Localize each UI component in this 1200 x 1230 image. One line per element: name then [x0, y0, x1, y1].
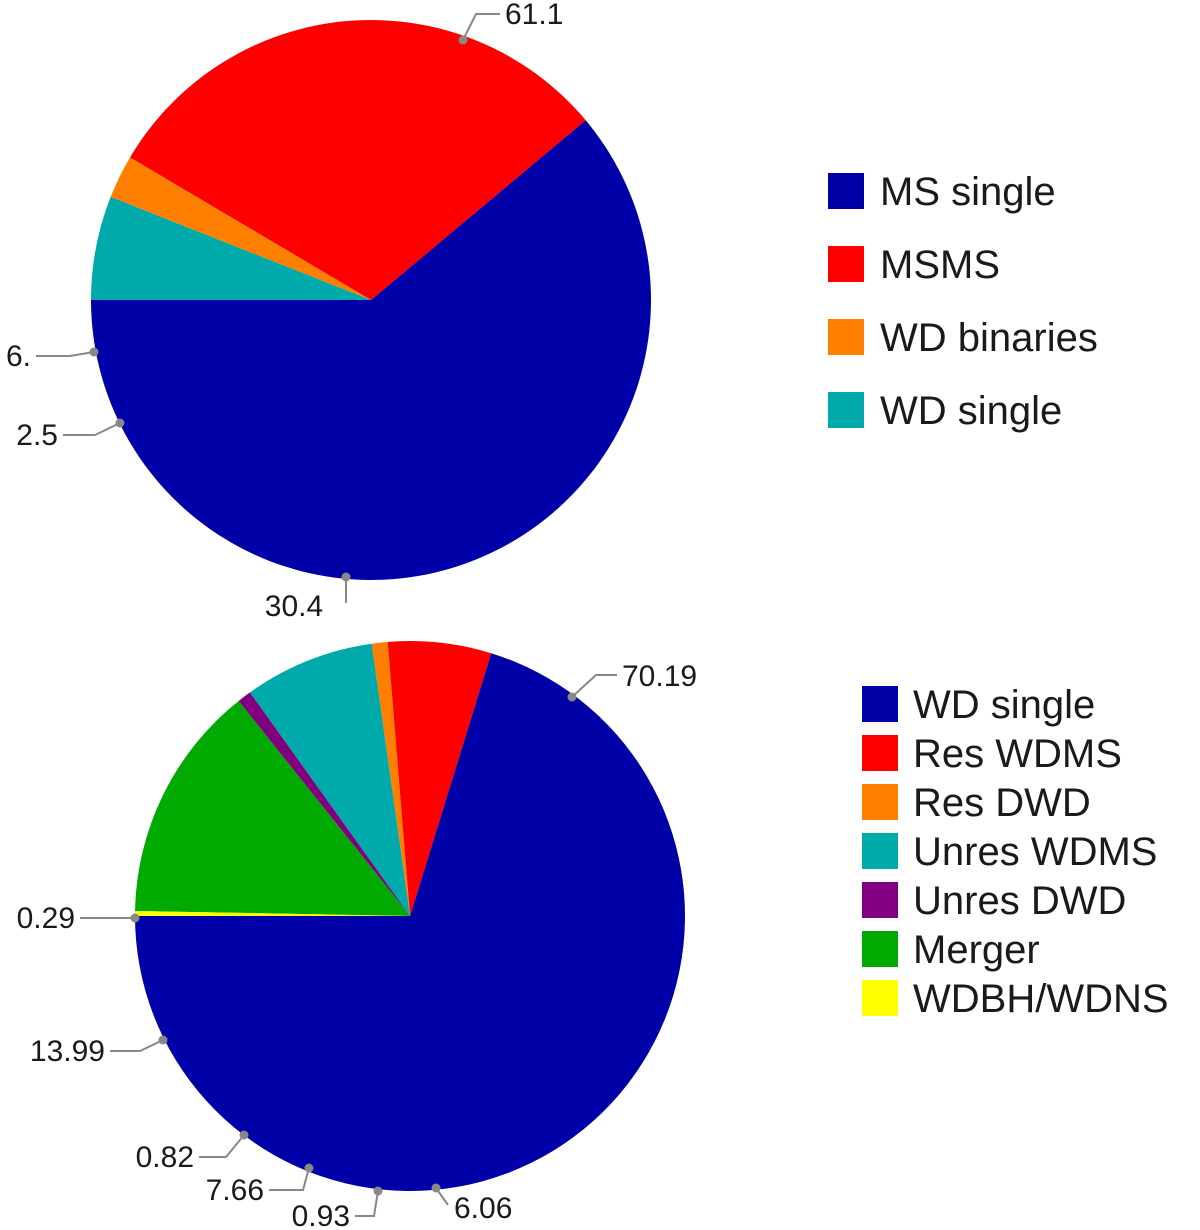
value-label-res-dwd: 0.93 [292, 1186, 383, 1230]
value-label-text: 70.19 [622, 660, 697, 693]
leader-dot [431, 1183, 441, 1193]
legend-label: MS single [880, 170, 1056, 214]
leader-line [462, 13, 500, 41]
pie-slice-res-dwd [371, 641, 410, 916]
legend-swatch [862, 833, 898, 869]
value-label-text: 0.29 [17, 902, 75, 935]
leader-dot [115, 418, 125, 428]
leader-dot [373, 1186, 383, 1196]
leader-line [63, 422, 121, 436]
value-label-text: 6. [6, 340, 31, 373]
legend-item-wd-single: WD single [828, 389, 1062, 433]
leader-dot [130, 913, 140, 923]
pie-slice-wd-binaries [110, 157, 371, 300]
leader-dot [158, 1035, 168, 1045]
legend-swatch [862, 931, 898, 967]
value-label-wd-binaries: 2.5 [16, 418, 125, 452]
leader-dot [458, 35, 468, 45]
legend-label: WD binaries [880, 316, 1098, 360]
legend-swatch [862, 686, 898, 722]
legend-label: Unres WDMS [913, 830, 1157, 874]
leader-line [355, 1190, 379, 1217]
legend-swatch [828, 246, 864, 282]
leader-line [110, 1039, 164, 1052]
leader-dot [304, 1163, 314, 1173]
leader-line [199, 1134, 245, 1158]
leader-line [571, 674, 617, 698]
value-label-unres-dwd: 0.82 [136, 1130, 249, 1174]
pie-slice-wdbh-wdns [135, 910, 410, 916]
legend-swatch [828, 392, 864, 428]
legend-label: Res DWD [913, 781, 1091, 825]
legend-swatch [862, 784, 898, 820]
pie-slice-unres-wdms [249, 643, 410, 916]
legend-swatch [828, 319, 864, 355]
legend-item-wd-single: WD single [862, 683, 1095, 727]
legend-item-msms: MSMS [828, 243, 1000, 287]
legend-item-unres-dwd: Unres DWD [862, 879, 1126, 923]
pie-chart-2: 70.19 6.06 0.93 7.66 0.82 13.99 0.29 WD single R… [17, 640, 1169, 1230]
value-label-text: 61.1 [505, 0, 563, 31]
legend-item-res-wdms: Res WDMS [862, 732, 1122, 776]
value-label-text: 6.06 [454, 1192, 512, 1225]
legend-label: MSMS [880, 243, 1000, 287]
legend-item-res-dwd: Res DWD [862, 781, 1091, 825]
leader-dot [89, 347, 99, 357]
leader-dot [341, 572, 351, 582]
leader-dot [239, 1130, 249, 1140]
legend-item-wdbh-wdns: WDBH/WDNS [862, 977, 1169, 1021]
value-label-text: 13.99 [30, 1035, 105, 1068]
legend-item-merger: Merger [862, 928, 1040, 972]
legend-label: Unres DWD [913, 879, 1126, 923]
value-label-merger: 13.99 [30, 1035, 168, 1068]
legend-item-wd-binaries: WD binaries [828, 316, 1098, 360]
value-label-text: 0.82 [136, 1141, 194, 1174]
legend-swatch [862, 882, 898, 918]
value-label-msms: 30.4 [265, 572, 351, 623]
value-label-text: 7.66 [206, 1174, 264, 1207]
value-label-wd-single: 6. [6, 340, 99, 373]
legend-label: Res WDMS [913, 732, 1122, 776]
pie-slice-res-wdms [387, 640, 492, 916]
value-label-unres-wdms: 7.66 [206, 1163, 314, 1207]
legend-swatch [862, 735, 898, 771]
pie-slice-merger [135, 700, 411, 916]
value-label-text: 2.5 [16, 419, 58, 452]
value-label-text: 30.4 [265, 590, 323, 623]
legend-label: WDBH/WDNS [913, 977, 1169, 1021]
pie-slice-wd-single [91, 196, 371, 300]
pie-slice-unres-dwd [238, 692, 410, 916]
legend-swatch [828, 173, 864, 209]
legend-swatch [862, 980, 898, 1016]
legend-item-unres-wdms: Unres WDMS [862, 830, 1157, 874]
value-label-text: 0.93 [292, 1200, 350, 1230]
pie-slice-wd-single [135, 653, 686, 1192]
value-label-res-wdms: 6.06 [431, 1183, 512, 1225]
legend-label: WD single [913, 683, 1095, 727]
pie-chart-1: 61.1 30.4 2.5 6. MS single MSMS WD binaries WD … [6, 0, 1098, 623]
pie-slice-msms [129, 19, 586, 301]
legend-label: WD single [880, 389, 1062, 433]
legend-label: Merger [913, 928, 1040, 972]
value-label-wd-single: 70.19 [567, 660, 697, 702]
legend-1: MS single MSMS WD binaries WD single [828, 170, 1098, 433]
value-label-ms-single: 61.1 [458, 0, 563, 45]
leader-dot [567, 692, 577, 702]
pie-slice-ms-single [91, 120, 652, 580]
legend-item-ms-single: MS single [828, 170, 1056, 214]
value-label-wdbh-wdns: 0.29 [17, 902, 140, 935]
leader-line [36, 351, 95, 357]
leader-line [269, 1167, 310, 1191]
legend-2: WD single Res WDMS Res DWD Unres WDMS Unres … [862, 683, 1169, 1021]
